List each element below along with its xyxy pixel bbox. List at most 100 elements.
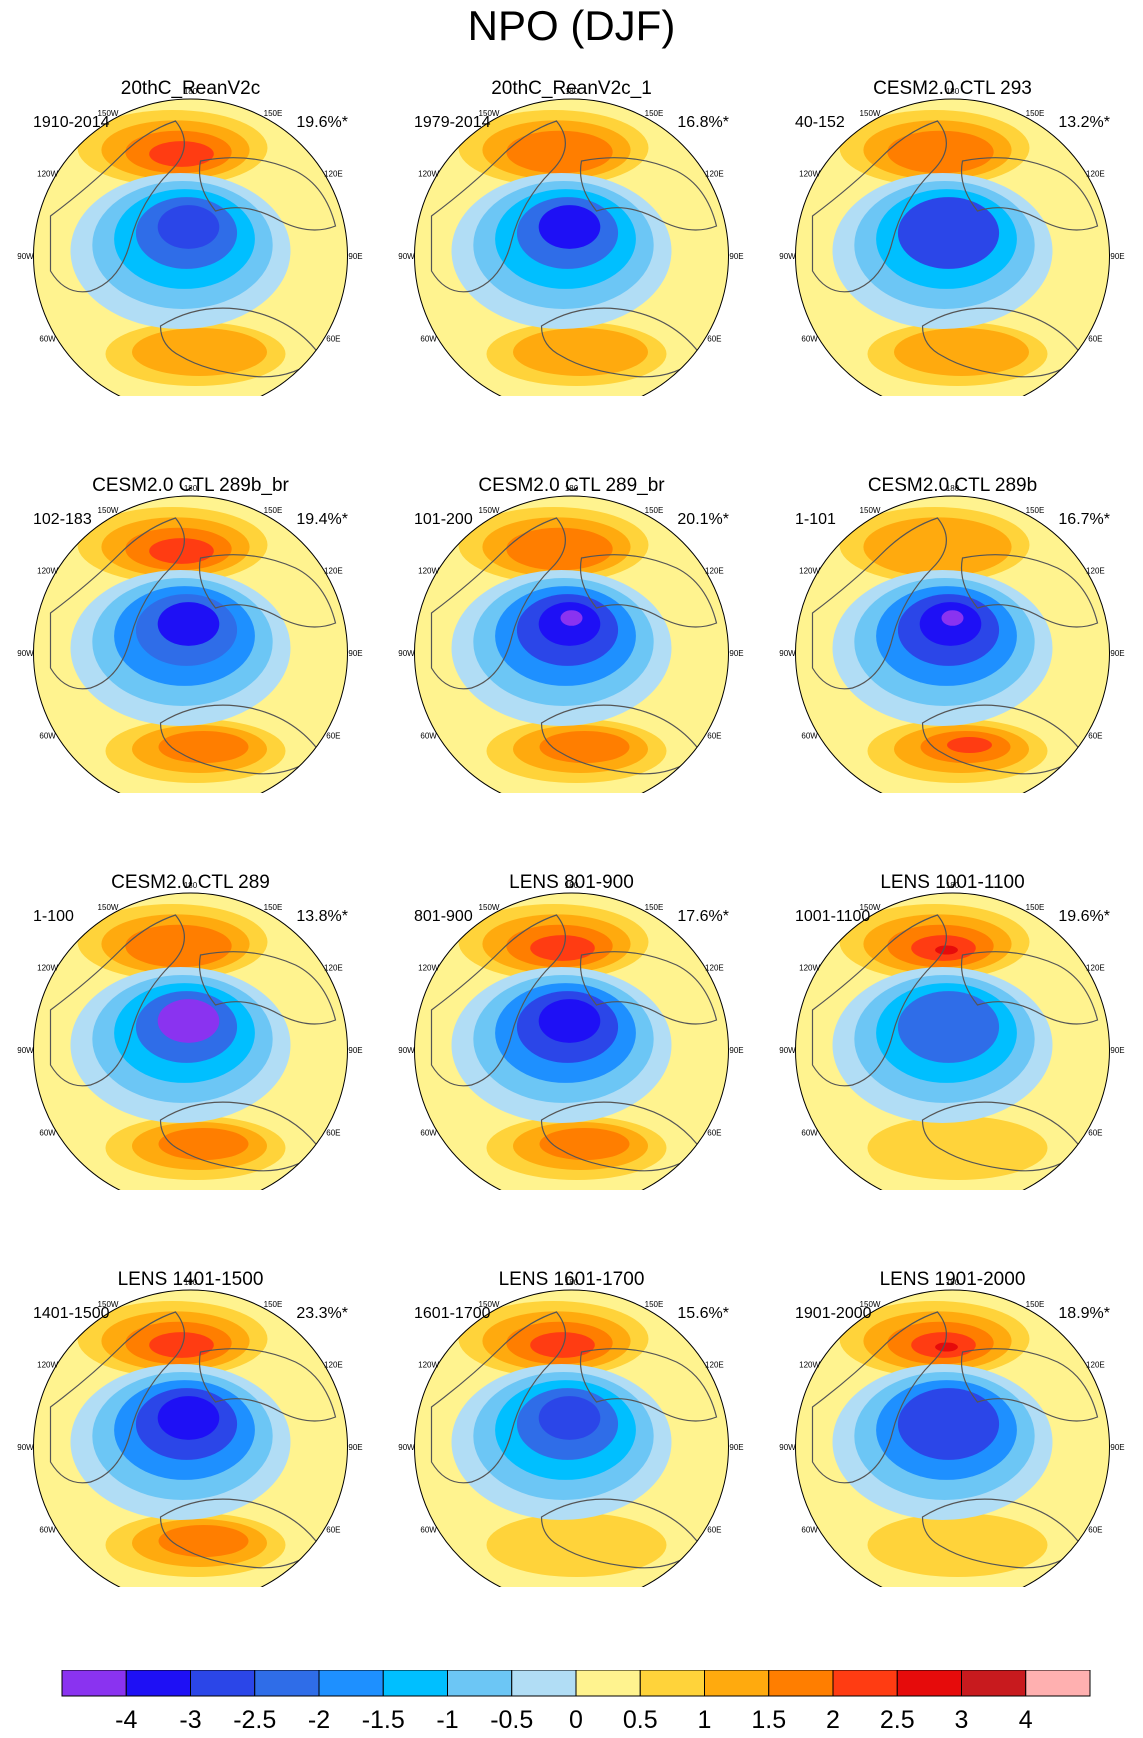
longitude-label: 90W: [398, 649, 415, 658]
anomaly-contour: [157, 999, 220, 1043]
longitude-label: 90W: [17, 252, 34, 261]
panel-title: 20thC_ReanV2c: [120, 78, 261, 99]
map-panel: 180150W150E120W120E90W90E60W60E30W30E0 L…: [762, 1191, 1143, 1587]
map-boundary: [795, 1289, 1110, 1587]
map-panel: 180150W150E120W120E90W90E60W60E30W30E0 L…: [762, 794, 1143, 1190]
longitude-label: 120W: [799, 170, 820, 179]
longitude-label: 30E: [266, 792, 280, 793]
coastline: [49, 914, 185, 1087]
longitude-label: 120W: [799, 1361, 820, 1370]
longitude-label: 60W: [801, 1526, 818, 1535]
panel-title: LENS 1401-1500: [117, 1269, 264, 1290]
longitude-label: 150E: [1026, 903, 1045, 912]
colorbar-swatch: [768, 1670, 834, 1697]
longitude-label: 60W: [801, 1129, 818, 1138]
anomaly-contour: [935, 945, 958, 955]
panel-period: 1001-1100: [795, 908, 871, 925]
panel-title: LENS 801-900: [509, 872, 634, 893]
longitude-label: 60E: [707, 335, 721, 344]
coastline: [198, 554, 337, 628]
coastline: [430, 914, 566, 1087]
longitude-label: 120E: [324, 964, 343, 973]
longitude-label: 120W: [799, 567, 820, 576]
longitude-label: 120W: [418, 1361, 439, 1370]
longitude-label: 30E: [1028, 395, 1042, 396]
map-boundary: [414, 98, 729, 396]
anomaly-contour: [538, 1396, 601, 1440]
colorbar-swatch: [575, 1670, 641, 1697]
colorbar-tick-label: 4: [1019, 1706, 1033, 1734]
anomaly-contour: [506, 527, 613, 571]
colorbar-swatch: [511, 1670, 577, 1697]
longitude-label: 150E: [264, 109, 283, 118]
longitude-label: 120E: [324, 1361, 343, 1370]
coastline: [960, 554, 1099, 628]
longitude-label: 180: [565, 1278, 579, 1287]
longitude-label: 60E: [326, 1526, 340, 1535]
longitude-label: 150E: [1026, 1300, 1045, 1309]
longitude-label: 150W: [860, 1300, 881, 1309]
longitude-label: 120E: [705, 170, 724, 179]
polar-map: 180150W150E120W120E90W90E60W60E30W30E0: [17, 1278, 363, 1587]
longitude-label: 150W: [98, 1300, 119, 1309]
longitude-label: 120E: [705, 1361, 724, 1370]
anomaly-contour: [560, 610, 583, 626]
coastline: [430, 120, 566, 293]
coastline: [811, 120, 947, 293]
coastline: [579, 951, 718, 1025]
longitude-label: 180: [184, 484, 198, 493]
longitude-label: 150E: [264, 506, 283, 515]
colorbar-tick-label: 2: [826, 1706, 840, 1734]
anomaly-contour: [538, 999, 601, 1043]
longitude-label: 180: [946, 484, 960, 493]
longitude-label: 60W: [801, 732, 818, 741]
longitude-label: 150W: [860, 506, 881, 515]
coastline: [960, 157, 1099, 231]
longitude-label: 90E: [348, 252, 362, 261]
longitude-label: 30E: [266, 1189, 280, 1190]
longitude-label: 120W: [799, 964, 820, 973]
anomaly-contour: [506, 130, 613, 174]
longitude-label: 150W: [479, 506, 500, 515]
colorbar-swatch: [1025, 1670, 1091, 1697]
longitude-label: 90W: [779, 252, 796, 261]
longitude-label: 90W: [17, 649, 34, 658]
colorbar-tick-label: 2.5: [880, 1706, 915, 1734]
panel-period: 1979-2014: [414, 114, 491, 131]
coastline: [811, 1311, 947, 1484]
longitude-label: 60W: [39, 732, 56, 741]
longitude-label: 180: [946, 87, 960, 96]
longitude-label: 120W: [37, 170, 58, 179]
longitude-label: 120W: [37, 1361, 58, 1370]
longitude-label: 120E: [1086, 1361, 1105, 1370]
longitude-label: 120W: [418, 170, 439, 179]
colorbar-tick-label: 0.5: [623, 1706, 658, 1734]
polar-map: 180150W150E120W120E90W90E60W60E30W30E0: [398, 87, 744, 396]
map-boundary: [33, 98, 348, 396]
panel-title: 20thC_ReanV2c_1: [491, 78, 652, 99]
map-panel: 180150W150E120W120E90W90E60W60E30W30E0 C…: [762, 397, 1143, 793]
longitude-label: 30E: [1028, 1586, 1042, 1587]
colorbar-swatch: [832, 1670, 898, 1697]
map-boundary: [33, 495, 348, 793]
map-boundary: [795, 495, 1110, 793]
colorbar-tick-label: 1: [698, 1706, 712, 1734]
polar-map: 180150W150E120W120E90W90E60W60E30W30E0: [398, 1278, 744, 1587]
coastline: [811, 914, 947, 1087]
colorbar-tick-label: -2.5: [233, 1706, 276, 1734]
longitude-label: 120W: [37, 567, 58, 576]
colorbar-tick-label: 3: [955, 1706, 969, 1734]
anomaly-contour: [935, 1342, 958, 1352]
anomaly-contour: [486, 1513, 667, 1577]
longitude-label: 90E: [1110, 252, 1124, 261]
longitude-label: 90W: [17, 1046, 34, 1055]
longitude-label: 60E: [707, 732, 721, 741]
anomaly-contour: [897, 197, 1000, 269]
map-panel: 180150W150E120W120E90W90E60W60E30W30E0 C…: [762, 0, 1143, 396]
map-boundary: [33, 1289, 348, 1587]
longitude-label: 150E: [264, 903, 283, 912]
longitude-label: 150E: [645, 1300, 664, 1309]
panel-title: CESM2.0 CTL 289b_br: [92, 475, 289, 496]
anomaly-contour: [158, 731, 249, 763]
colorbar-swatch: [382, 1670, 448, 1697]
